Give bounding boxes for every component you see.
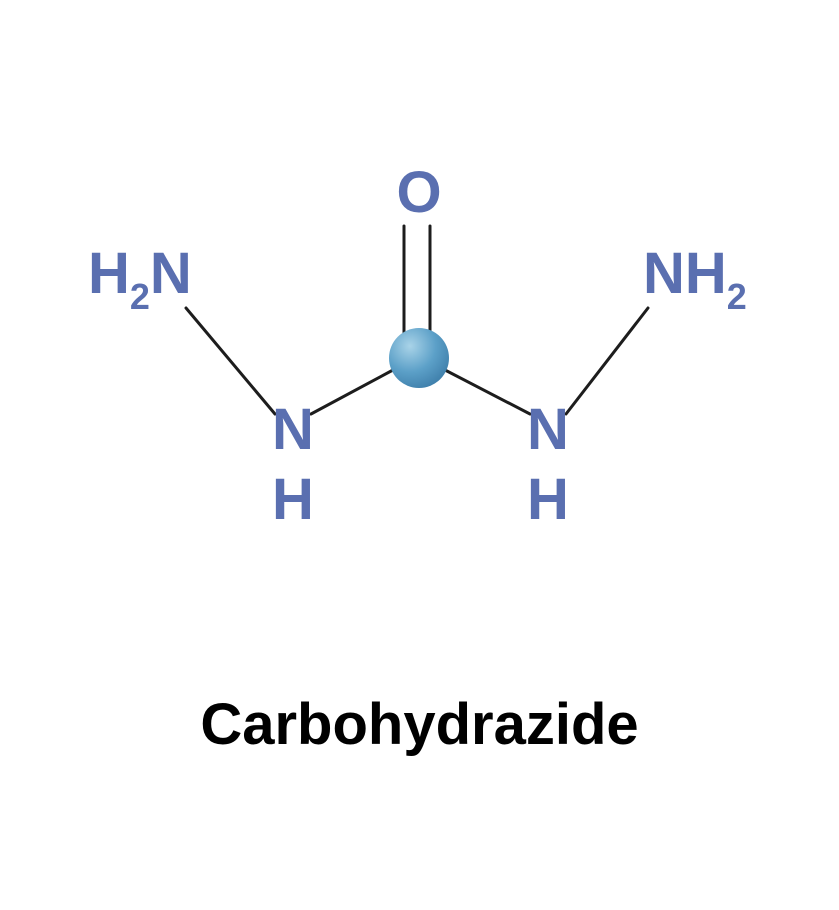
atom-N_left: N xyxy=(272,401,314,459)
bonds-layer xyxy=(0,0,839,910)
atom-H2N_left: H2N xyxy=(88,245,192,312)
molecule-diagram: OH2NNH2NHNH Carbohydrazide xyxy=(0,0,839,910)
atom-NH2_right: NH2 xyxy=(643,245,747,312)
center-carbon-sphere xyxy=(389,328,449,388)
atom-O: O xyxy=(397,164,442,222)
atom-N_right: N xyxy=(527,401,569,459)
atom-H_right: H xyxy=(527,471,569,529)
atom-H_left: H xyxy=(272,471,314,529)
molecule-title: Carbohydrazide xyxy=(0,691,839,758)
